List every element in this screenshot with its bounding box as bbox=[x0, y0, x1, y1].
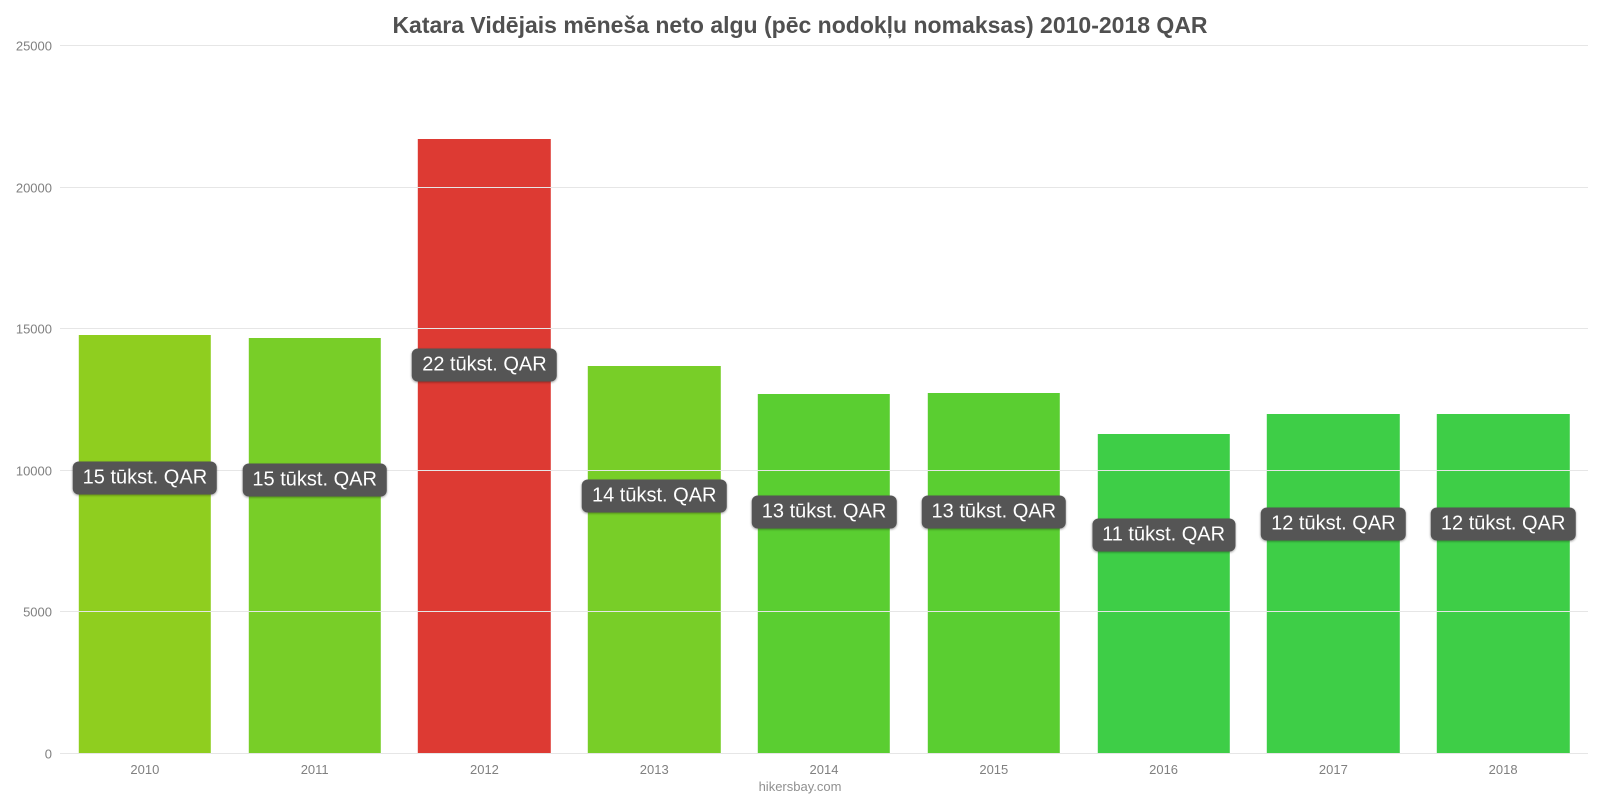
x-tick-label: 2014 bbox=[810, 754, 839, 777]
bar bbox=[418, 139, 550, 754]
bar bbox=[928, 393, 1060, 754]
y-tick-label: 5000 bbox=[23, 605, 60, 620]
value-label: 15 tūkst. QAR bbox=[73, 461, 218, 494]
grid-line bbox=[60, 328, 1588, 329]
x-tick-label: 2012 bbox=[470, 754, 499, 777]
value-label: 15 tūkst. QAR bbox=[242, 463, 387, 496]
y-tick-label: 20000 bbox=[16, 180, 60, 195]
value-label: 13 tūkst. QAR bbox=[752, 496, 897, 529]
chart-title: Katara Vidējais mēneša neto algu (pēc no… bbox=[10, 12, 1590, 39]
x-tick-label: 2018 bbox=[1489, 754, 1518, 777]
plot-area: 201015 tūkst. QAR201115 tūkst. QAR201222… bbox=[60, 46, 1588, 754]
value-label: 22 tūkst. QAR bbox=[412, 348, 557, 381]
salary-chart: Katara Vidējais mēneša neto algu (pēc no… bbox=[0, 0, 1600, 800]
value-label: 11 tūkst. QAR bbox=[1092, 519, 1235, 552]
grid-line bbox=[60, 753, 1588, 754]
y-tick-label: 0 bbox=[45, 747, 60, 762]
value-label: 14 tūkst. QAR bbox=[582, 479, 727, 512]
value-label: 12 tūkst. QAR bbox=[1431, 507, 1576, 540]
grid-line bbox=[60, 611, 1588, 612]
bar bbox=[79, 335, 211, 754]
x-tick-label: 2017 bbox=[1319, 754, 1348, 777]
grid-line bbox=[60, 45, 1588, 46]
bar-slot: 201015 tūkst. QAR bbox=[60, 46, 230, 754]
x-tick-label: 2015 bbox=[979, 754, 1008, 777]
bar bbox=[1437, 414, 1569, 754]
y-tick-label: 25000 bbox=[16, 39, 60, 54]
bar bbox=[588, 366, 720, 754]
bar-slot: 201611 tūkst. QAR bbox=[1079, 46, 1249, 754]
x-tick-label: 2011 bbox=[301, 754, 329, 777]
bar-slot: 201314 tūkst. QAR bbox=[569, 46, 739, 754]
x-tick-label: 2013 bbox=[640, 754, 669, 777]
y-tick-label: 15000 bbox=[16, 322, 60, 337]
x-tick-label: 2010 bbox=[130, 754, 159, 777]
y-tick-label: 10000 bbox=[16, 463, 60, 478]
bar-slot: 201812 tūkst. QAR bbox=[1418, 46, 1588, 754]
bar bbox=[758, 394, 890, 754]
bar-slot: 201413 tūkst. QAR bbox=[739, 46, 909, 754]
x-tick-label: 2016 bbox=[1149, 754, 1178, 777]
bar bbox=[1267, 414, 1399, 754]
bar bbox=[1097, 434, 1229, 754]
bar-slot: 201513 tūkst. QAR bbox=[909, 46, 1079, 754]
bar-slot: 201222 tūkst. QAR bbox=[400, 46, 570, 754]
value-label: 13 tūkst. QAR bbox=[922, 495, 1067, 528]
attribution-text: hikersbay.com bbox=[759, 779, 842, 794]
bar bbox=[248, 338, 380, 754]
bars-container: 201015 tūkst. QAR201115 tūkst. QAR201222… bbox=[60, 46, 1588, 754]
bar-slot: 201115 tūkst. QAR bbox=[230, 46, 400, 754]
value-label: 12 tūkst. QAR bbox=[1261, 507, 1406, 540]
grid-line bbox=[60, 187, 1588, 188]
bar-slot: 201712 tūkst. QAR bbox=[1248, 46, 1418, 754]
